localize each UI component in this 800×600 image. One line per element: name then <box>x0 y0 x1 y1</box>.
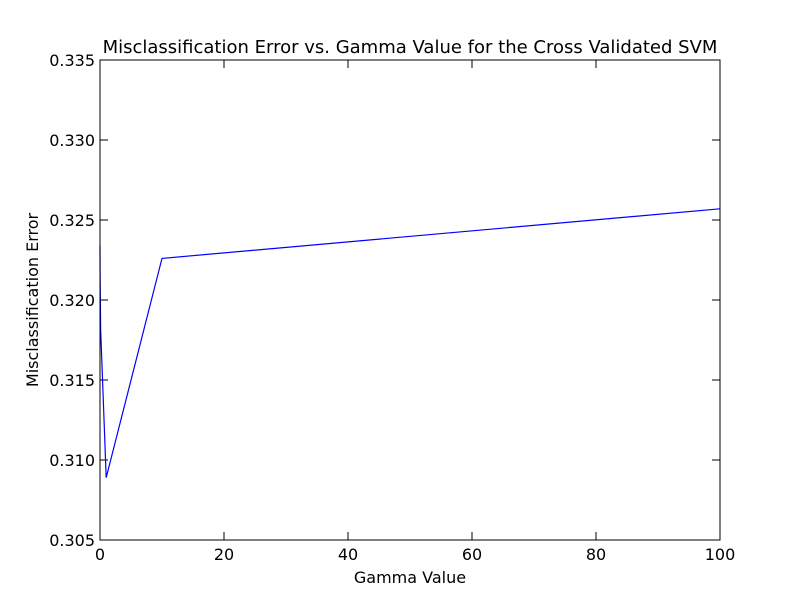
x-tick-label: 100 <box>705 545 736 564</box>
x-tick-label: 80 <box>586 545 606 564</box>
y-tick-label: 0.320 <box>49 291 95 310</box>
chart-title: Misclassification Error vs. Gamma Value … <box>103 37 718 58</box>
x-tick-label: 20 <box>214 545 234 564</box>
y-tick-label: 0.335 <box>49 51 95 70</box>
x-tick-label: 0 <box>95 545 105 564</box>
x-tick-label: 60 <box>462 545 482 564</box>
ticks-layer: 0 20 40 60 80 100 0.305 0.310 0.315 0.320 0.325 0.3… <box>49 51 735 564</box>
y-tick-label: 0.310 <box>49 451 95 470</box>
y-tick-label: 0.325 <box>49 211 95 230</box>
y-tick-label: 0.305 <box>49 531 95 550</box>
plot-frame <box>99 59 721 541</box>
y-tick-label: 0.330 <box>49 131 95 150</box>
x-tick-label: 40 <box>338 545 358 564</box>
x-axis-label: Gamma Value <box>354 568 466 587</box>
y-axis-label: Misclassification Error <box>23 213 42 388</box>
y-tick-label: 0.315 <box>49 371 95 390</box>
